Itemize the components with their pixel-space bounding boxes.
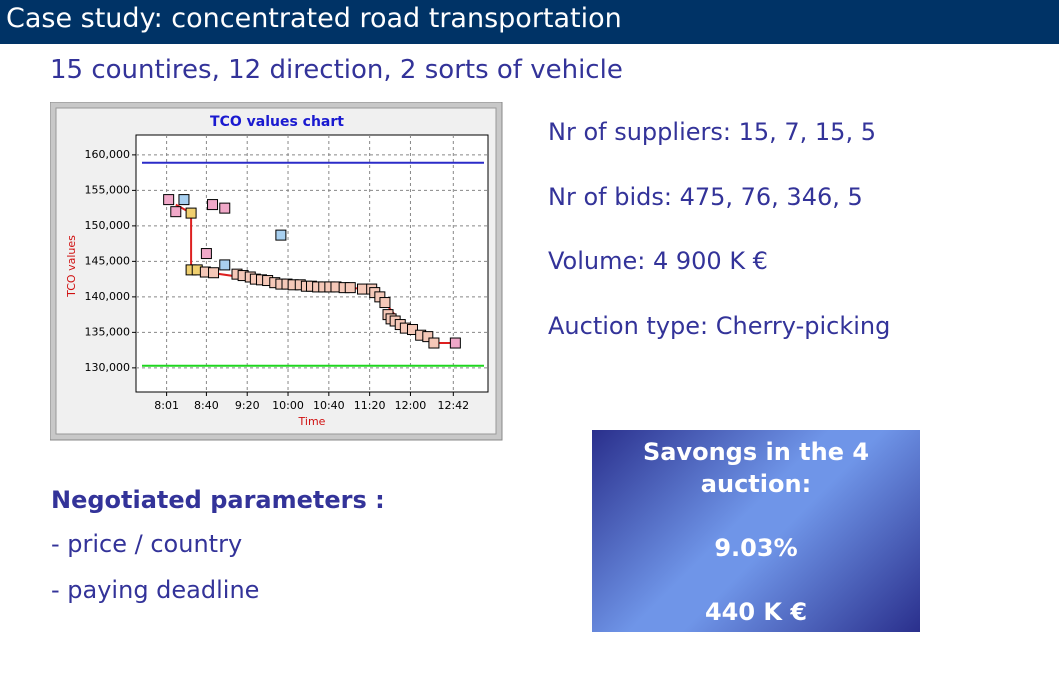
chart-title: TCO values chart — [210, 114, 344, 130]
plot-area — [135, 134, 489, 393]
bid-marker — [275, 229, 287, 241]
fact: Nr of bids: 475, 76, 346, 5 — [548, 182, 863, 211]
savings-box: Savongs in the 4 auction: 9.03% 440 K € — [592, 430, 920, 632]
fact: Auction type: Cherry-picking — [548, 311, 891, 340]
y-tick-label: 150,000 — [85, 219, 131, 232]
x-tick-label: 10:40 — [313, 399, 345, 412]
subtitle: 15 countires, 12 direction, 2 sorts of v… — [50, 55, 623, 85]
bid-marker — [428, 337, 440, 349]
bid-marker — [379, 297, 391, 309]
bid-marker — [200, 248, 212, 260]
y-tick-label: 145,000 — [85, 254, 131, 267]
bid-marker — [344, 282, 356, 294]
bid-marker — [163, 194, 175, 206]
bid-marker — [185, 207, 197, 219]
bid-marker — [170, 206, 182, 218]
x-axis-label: Time — [298, 415, 326, 428]
bid-marker — [449, 337, 461, 349]
fact: Volume: 4 900 K € — [548, 247, 768, 275]
x-tick-label: 11:20 — [354, 399, 386, 412]
bid-marker — [357, 283, 369, 295]
y-tick-label: 155,000 — [85, 183, 131, 196]
y-tick-label: 140,000 — [85, 290, 131, 303]
savings-line: 440 K € — [704, 598, 808, 626]
fact: Nr of suppliers: 15, 7, 15, 5 — [548, 118, 876, 146]
bid-marker — [208, 267, 220, 279]
facts: Nr of suppliers: 15, 7, 15, 5 Nr of bids:… — [548, 118, 890, 376]
bid-marker — [219, 202, 231, 214]
parameters: Negotiated parameters : - price / countr… — [51, 486, 385, 622]
bid-marker — [207, 199, 219, 211]
savings-line: 9.03% — [714, 534, 798, 562]
parameter-item: - paying deadline — [51, 576, 260, 604]
x-tick-label: 12:42 — [437, 399, 469, 412]
parameters-heading: Negotiated parameters : — [51, 486, 385, 514]
y-axis-label: TCO values — [65, 235, 78, 298]
x-tick-label: 8:40 — [194, 399, 219, 412]
bid-marker — [219, 259, 231, 271]
x-tick-label: 10:00 — [272, 399, 304, 412]
x-tick-label: 9:20 — [235, 399, 260, 412]
bid-marker — [422, 331, 434, 343]
savings-line: Savongs in the 4 auction: — [642, 438, 870, 498]
y-tick-label: 130,000 — [85, 361, 131, 374]
chart: TCO values chart Time TCO values 130,000… — [50, 102, 503, 441]
x-tick-label: 8:01 — [154, 399, 179, 412]
x-tick-label: 12:00 — [395, 399, 427, 412]
y-tick-label: 135,000 — [85, 325, 131, 338]
bid-marker — [178, 194, 190, 206]
bid-marker — [406, 324, 418, 336]
parameter-item: - price / country — [51, 530, 243, 558]
y-tick-label: 160,000 — [85, 148, 131, 161]
header: Case study: concentrated road transporta… — [0, 0, 1059, 44]
